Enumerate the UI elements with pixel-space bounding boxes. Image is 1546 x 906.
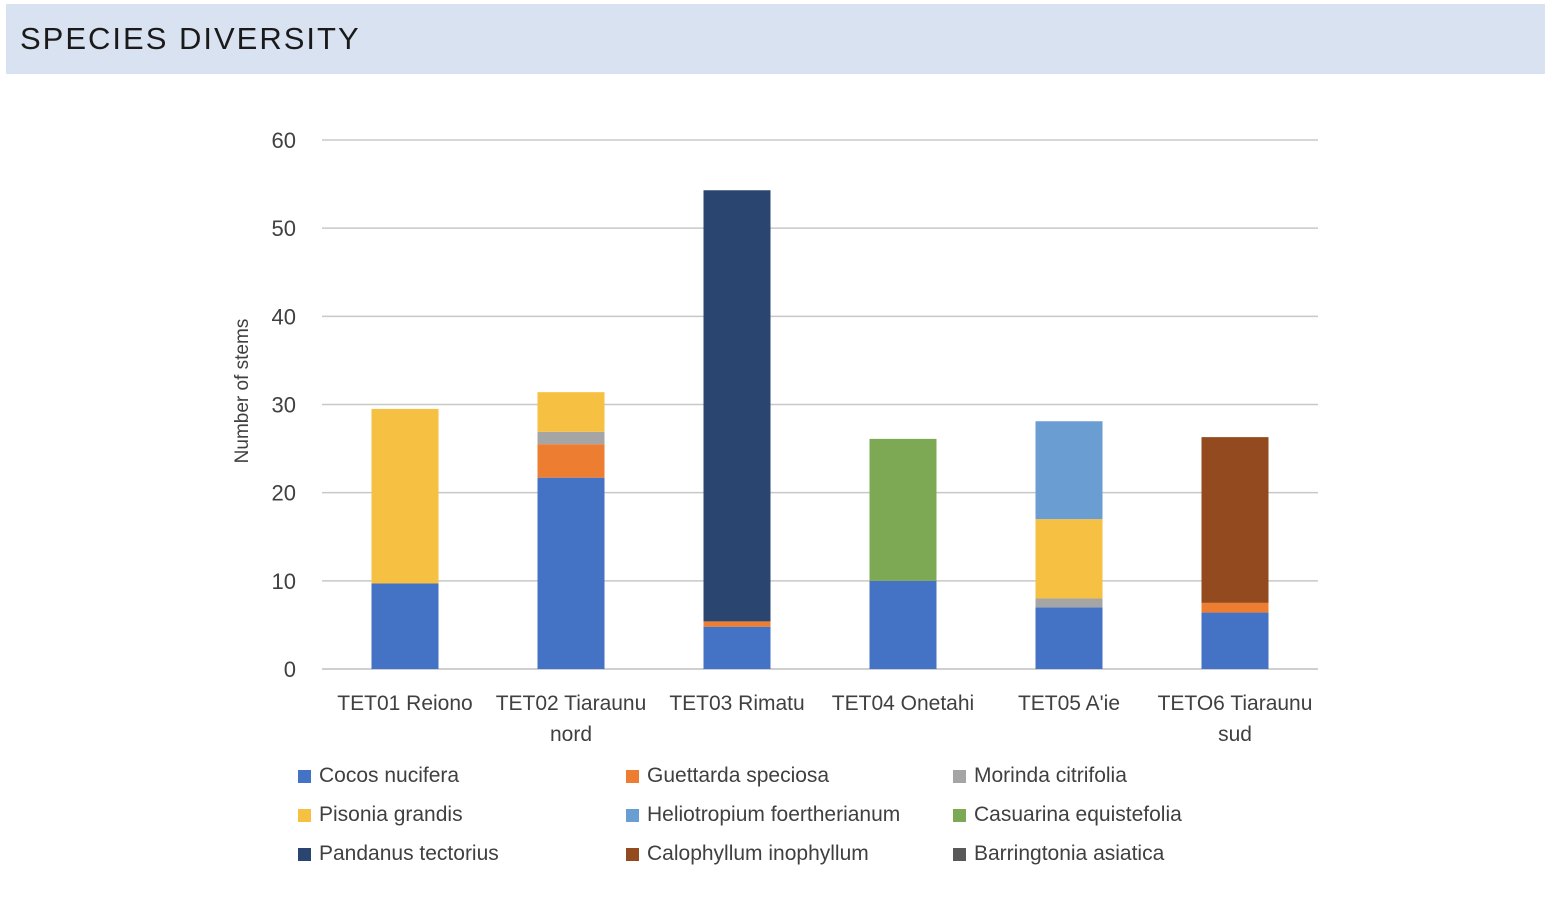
bar-segment <box>537 431 605 445</box>
bar-segment <box>703 626 771 669</box>
legend-swatch <box>953 847 966 861</box>
legend-label: Pandanus tectorius <box>319 842 499 865</box>
legend-item: Cocos nucifera <box>298 764 459 788</box>
x-tick-label: TET01 Reiono <box>337 692 472 715</box>
bar-segment <box>537 477 605 669</box>
y-tick-label: 50 <box>272 216 296 241</box>
legend-swatch <box>626 808 639 822</box>
bar-segment <box>869 580 937 669</box>
bar-segment <box>1201 437 1269 603</box>
legend-swatch <box>626 847 639 861</box>
legend-item: Barringtonia asiatica <box>953 842 1164 866</box>
y-tick-label: 40 <box>272 304 296 329</box>
x-tick-label: sud <box>1218 723 1252 746</box>
y-axis-label: Number of stems <box>232 319 253 464</box>
bar-segment <box>703 190 771 622</box>
legend-item: Casuarina equistefolia <box>953 803 1182 827</box>
bar-segment <box>1035 421 1103 520</box>
page-title: SPECIES DIVERSITY <box>20 21 361 56</box>
y-tick-label: 0 <box>284 657 296 682</box>
bar-segment <box>371 408 439 584</box>
legend-label: Guettarda speciosa <box>647 764 830 787</box>
bar-segment <box>1035 607 1103 669</box>
legend-swatch <box>298 808 311 822</box>
x-tick-label: TET02 Tiaraunu <box>496 692 647 715</box>
bar-segment <box>703 621 771 627</box>
y-tick-label: 10 <box>272 569 296 594</box>
bar-segment <box>1201 612 1269 669</box>
header-bar: SPECIES DIVERSITY <box>6 4 1545 74</box>
legend-item: Morinda citrifolia <box>953 764 1127 788</box>
legend-label: Calophyllum inophyllum <box>647 842 869 865</box>
bar-segment <box>371 583 439 669</box>
bar-segment <box>869 438 937 581</box>
legend-swatch <box>298 847 311 861</box>
legend-label: Pisonia grandis <box>319 803 463 826</box>
y-tick-label: 20 <box>272 481 296 506</box>
legend-item: Heliotropium foertherianum <box>626 803 900 827</box>
y-tick-label: 30 <box>272 393 296 418</box>
legend-label: Barringtonia asiatica <box>974 842 1165 865</box>
legend-item: Pisonia grandis <box>298 803 463 827</box>
legend-item: Calophyllum inophyllum <box>626 842 869 866</box>
bar-segment <box>1201 602 1269 613</box>
bar-segment <box>1035 598 1103 608</box>
legend-label: Heliotropium foertherianum <box>647 803 901 826</box>
bar-segment <box>537 392 605 432</box>
x-tick-label: TET04 Onetahi <box>832 692 974 715</box>
legend-label: Morinda citrifolia <box>974 764 1127 787</box>
x-tick-label: TETO6 Tiaraunu <box>1158 692 1313 715</box>
legend-label: Casuarina equistefolia <box>974 803 1182 826</box>
bar-segment <box>1035 519 1103 599</box>
bar-segment <box>537 444 605 478</box>
legend-swatch <box>298 769 311 783</box>
x-tick-label: TET03 Rimatu <box>669 692 804 715</box>
legend-item: Pandanus tectorius <box>298 842 499 866</box>
x-tick-label: nord <box>550 723 592 746</box>
legend-item: Guettarda speciosa <box>626 764 829 788</box>
legend-swatch <box>626 769 639 783</box>
legend-swatch <box>953 769 966 783</box>
legend-swatch <box>953 808 966 822</box>
legend-label: Cocos nucifera <box>319 764 460 787</box>
x-tick-label: TET05 A'ie <box>1018 692 1120 715</box>
y-tick-label: 60 <box>272 128 296 153</box>
